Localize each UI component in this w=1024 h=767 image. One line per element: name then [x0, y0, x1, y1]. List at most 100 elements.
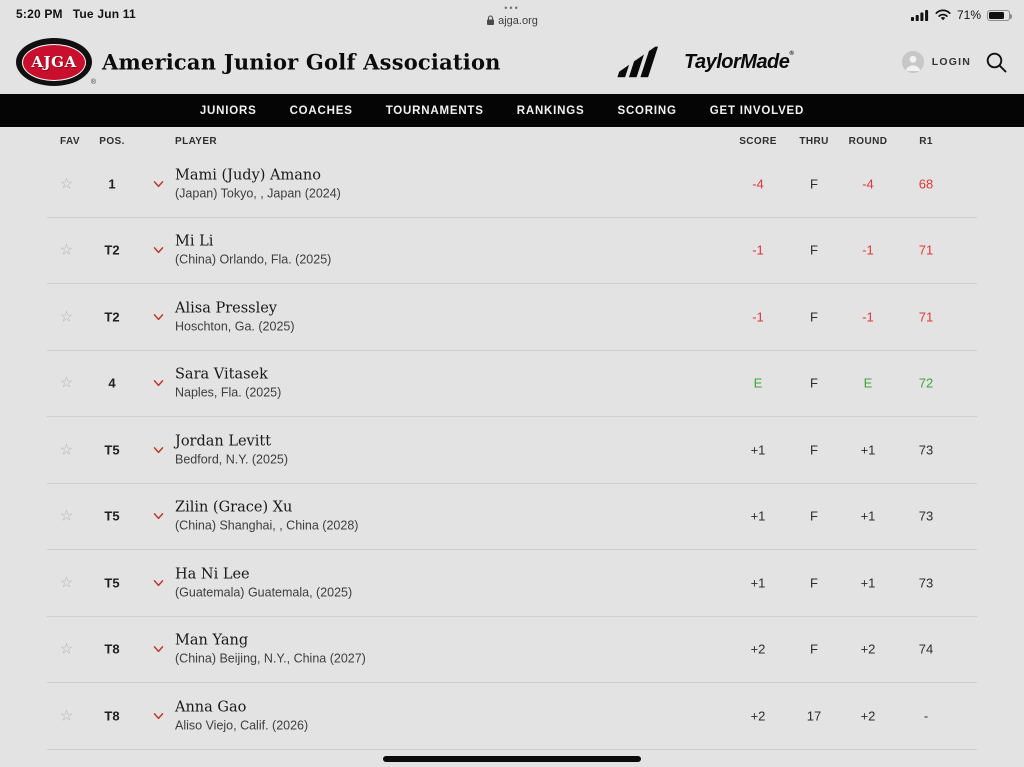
player-name[interactable]: Alisa Pressley: [175, 300, 278, 317]
nav-item-tournaments[interactable]: TOURNAMENTS: [385, 104, 484, 117]
thru-cell: F: [810, 375, 818, 391]
thru-cell: F: [810, 508, 818, 524]
ajga-logo-text: AJGA: [31, 53, 77, 71]
leaderboard-header: FAV POS. PLAYER SCORE THRU ROUND R1: [47, 136, 977, 156]
favorite-star-icon[interactable]: ☆: [59, 308, 74, 326]
leaderboard-row[interactable]: ☆ 1 Mami (Judy) Amano (Japan) Tokyo, , J…: [47, 151, 977, 218]
leaderboard-row[interactable]: ☆ T8 Anna Gao Aliso Viejo, Calif. (2026)…: [47, 683, 977, 750]
round-cell: -1: [862, 242, 874, 258]
expand-chevron-icon[interactable]: [153, 446, 169, 454]
nav-item-coaches[interactable]: COACHES: [289, 104, 353, 117]
r1-cell: 71: [918, 242, 934, 258]
leaderboard-row[interactable]: ☆ T5 Jordan Levitt Bedford, N.Y. (2025) …: [47, 417, 977, 484]
leaderboard-row[interactable]: ☆ T5 Ha Ni Lee (Guatemala) Guatemala, (2…: [47, 550, 977, 617]
tab-overview-dots[interactable]: •••: [504, 3, 520, 13]
player-name[interactable]: Man Yang: [175, 632, 249, 649]
player-name[interactable]: Mi Li: [175, 233, 214, 250]
col-header-r1: R1: [919, 136, 933, 147]
score-cell: -1: [752, 242, 764, 258]
round-cell: -4: [862, 176, 874, 192]
ajga-logo[interactable]: AJGA ®: [16, 38, 96, 86]
player-name[interactable]: Sara Vitasek: [175, 366, 268, 383]
player-location: Bedford, N.Y. (2025): [175, 452, 289, 467]
nav-item-scoring[interactable]: SCORING: [617, 104, 677, 117]
r1-cell: 68: [918, 176, 934, 192]
site-title: American Junior Golf Association: [102, 49, 501, 75]
ajga-registered-mark: ®: [90, 79, 96, 86]
leaderboard-row[interactable]: ☆ T2 Alisa Pressley Hoschton, Ga. (2025)…: [47, 284, 977, 351]
score-cell: +1: [750, 508, 766, 524]
player-cell: Ha Ni Lee (Guatemala) Guatemala, (2025): [175, 566, 352, 599]
thru-cell: F: [810, 442, 818, 458]
score-cell: +1: [750, 442, 766, 458]
favorite-star-icon[interactable]: ☆: [59, 441, 74, 459]
player-name[interactable]: Anna Gao: [175, 699, 247, 716]
address-bar[interactable]: ajga.org: [0, 15, 1024, 27]
favorite-star-icon[interactable]: ☆: [59, 175, 74, 193]
site-header: AJGA ® American Junior Golf Association …: [0, 30, 1024, 94]
favorite-star-icon[interactable]: ☆: [59, 707, 74, 725]
taylormade-logo[interactable]: TaylorMade®: [684, 50, 794, 74]
player-cell: Jordan Levitt Bedford, N.Y. (2025): [175, 433, 288, 466]
address-bar-url: ajga.org: [498, 14, 538, 27]
favorite-star-icon[interactable]: ☆: [59, 241, 74, 259]
lock-icon: [487, 15, 495, 25]
position-cell: T5: [104, 508, 120, 524]
home-indicator[interactable]: [383, 756, 641, 762]
nav-item-get-involved[interactable]: GET INVOLVED: [709, 104, 805, 117]
leaderboard-row[interactable]: ☆ T8 Man Yang (China) Beijing, N.Y., Chi…: [47, 617, 977, 683]
leaderboard-row[interactable]: ☆ 4 Sara Vitasek Naples, Fla. (2025) E F…: [47, 351, 977, 417]
player-cell: Sara Vitasek Naples, Fla. (2025): [175, 367, 281, 400]
round-cell: +2: [860, 708, 876, 724]
favorite-star-icon[interactable]: ☆: [59, 640, 74, 658]
nav-item-rankings[interactable]: RANKINGS: [516, 104, 585, 117]
position-cell: T2: [104, 309, 120, 325]
player-name[interactable]: Zilin (Grace) Xu: [175, 499, 293, 516]
col-header-pos: POS.: [99, 136, 125, 147]
expand-chevron-icon[interactable]: [153, 579, 169, 587]
expand-chevron-icon[interactable]: [153, 712, 169, 720]
player-name[interactable]: Jordan Levitt: [175, 433, 272, 450]
favorite-star-icon[interactable]: ☆: [59, 374, 74, 392]
score-cell: E: [753, 375, 763, 391]
leaderboard-row[interactable]: ☆ T5 Zilin (Grace) Xu (China) Shanghai, …: [47, 484, 977, 550]
player-cell: Zilin (Grace) Xu (China) Shanghai, , Chi…: [175, 500, 358, 533]
score-cell: +1: [750, 575, 766, 591]
expand-chevron-icon[interactable]: [153, 513, 169, 521]
status-time: 5:20 PM: [16, 7, 63, 21]
taylormade-label: TaylorMade: [684, 50, 790, 73]
player-location: (China) Beijing, N.Y., China (2027): [175, 651, 366, 666]
thru-cell: F: [810, 575, 818, 591]
player-cell: Mami (Judy) Amano (Japan) Tokyo, , Japan…: [175, 167, 341, 200]
leaderboard-row[interactable]: ☆ T2 Mi Li (China) Orlando, Fla. (2025) …: [47, 218, 977, 284]
r1-cell: -: [923, 708, 929, 724]
round-cell: +1: [860, 442, 876, 458]
score-cell: -4: [752, 176, 764, 192]
player-name[interactable]: Mami (Judy) Amano: [175, 167, 321, 184]
r1-cell: 73: [918, 575, 934, 591]
expand-chevron-icon[interactable]: [153, 380, 169, 388]
col-header-player: PLAYER: [175, 136, 218, 147]
expand-chevron-icon[interactable]: [153, 180, 169, 188]
score-cell: -1: [752, 309, 764, 325]
thru-cell: 17: [806, 708, 822, 724]
expand-chevron-icon[interactable]: [153, 247, 169, 255]
search-icon[interactable]: [985, 51, 1008, 74]
round-cell: E: [863, 375, 873, 391]
col-header-round: ROUND: [848, 136, 888, 147]
favorite-star-icon[interactable]: ☆: [59, 574, 74, 592]
adidas-logo[interactable]: [612, 46, 658, 78]
favorite-star-icon[interactable]: ☆: [59, 507, 74, 525]
player-name[interactable]: Ha Ni Lee: [175, 566, 250, 583]
col-header-thru: THRU: [799, 136, 829, 147]
player-location: Aliso Viejo, Calif. (2026): [175, 718, 309, 733]
nav-item-juniors[interactable]: JUNIORS: [199, 104, 257, 117]
login-button[interactable]: LOGIN: [901, 51, 971, 73]
expand-chevron-icon[interactable]: [153, 313, 169, 321]
expand-chevron-icon[interactable]: [153, 646, 169, 654]
user-avatar-icon: [901, 51, 924, 73]
position-cell: T5: [104, 575, 120, 591]
col-header-score: SCORE: [739, 136, 777, 147]
player-location: (China) Orlando, Fla. (2025): [175, 252, 332, 267]
